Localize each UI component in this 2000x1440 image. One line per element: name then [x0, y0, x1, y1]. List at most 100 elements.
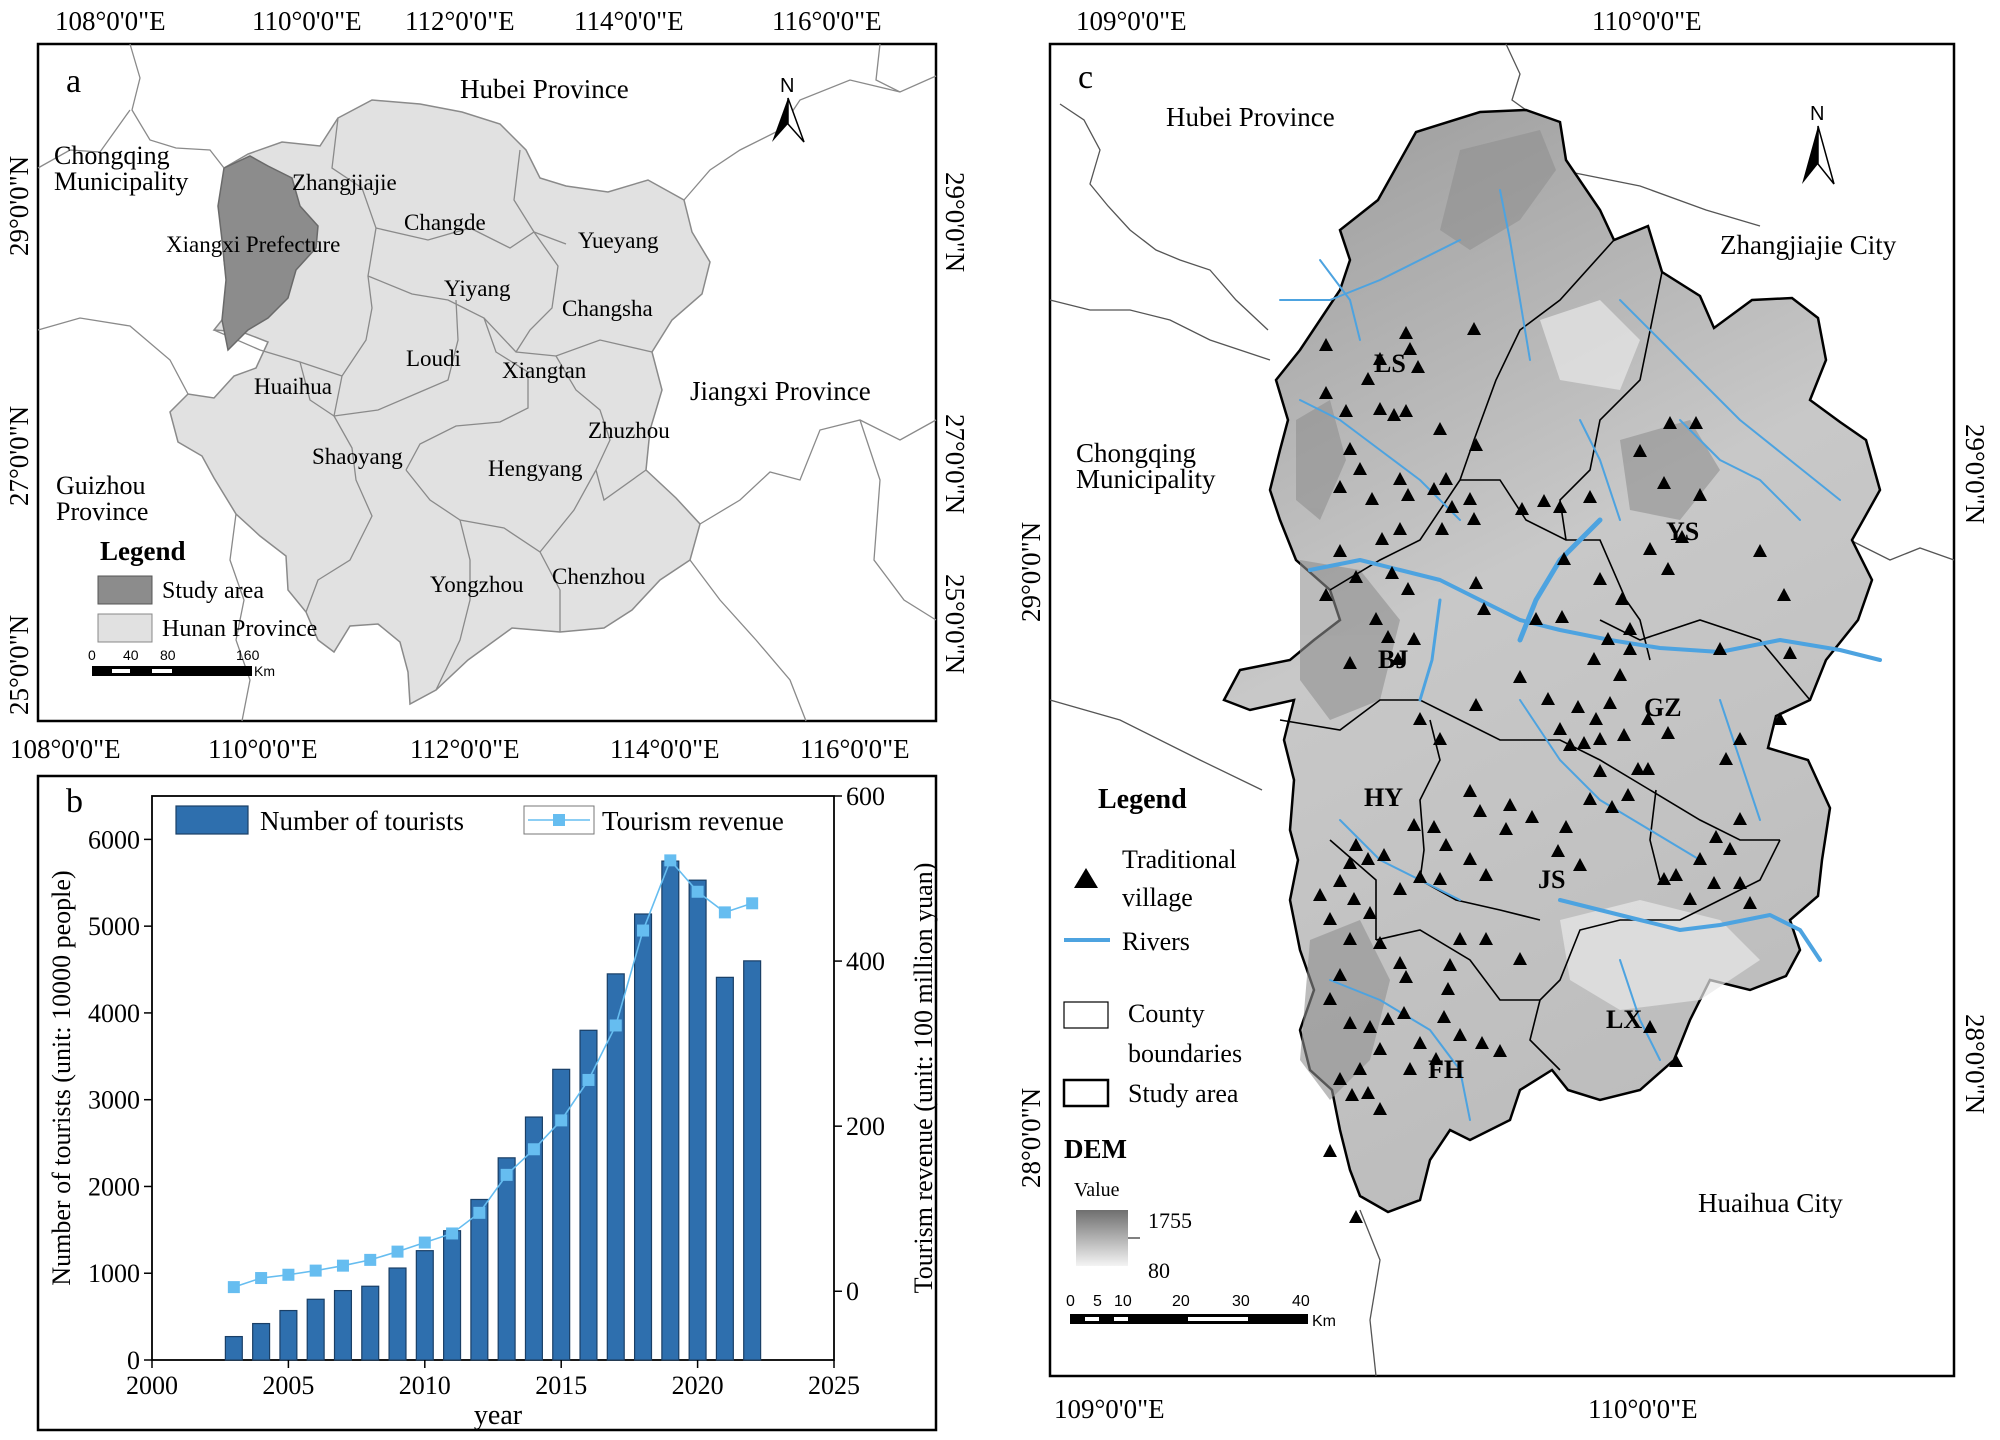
a-city-label: Loudi [406, 346, 461, 371]
svg-text:1755: 1755 [1148, 1208, 1192, 1233]
village-marker [1353, 1062, 1367, 1075]
svg-text:0: 0 [1066, 1293, 1075, 1310]
village-marker [1657, 872, 1671, 885]
a-city-label: Xiangxi Prefecture [166, 232, 340, 257]
village-marker [1593, 764, 1607, 777]
revenue-point [364, 1253, 377, 1266]
village-marker [1477, 602, 1491, 615]
a-label-chongqing: Municipality [54, 167, 188, 196]
village-marker [1361, 1086, 1375, 1099]
village-marker [1503, 798, 1517, 811]
svg-text:160: 160 [236, 647, 260, 663]
revenue-point [582, 1073, 595, 1086]
village-marker [1333, 1072, 1347, 1085]
village-marker [1319, 386, 1333, 399]
village-marker [1399, 404, 1413, 417]
svg-text:Rivers: Rivers [1122, 927, 1190, 956]
svg-text:Legend: Legend [100, 536, 186, 566]
revenue-point [555, 1114, 568, 1127]
svg-text:40: 40 [1292, 1293, 1310, 1310]
svg-text:Value: Value [1074, 1179, 1120, 1201]
village-marker [1333, 480, 1347, 493]
a-lat-tick-left: 27°0'0"N [4, 406, 34, 506]
village-marker [1463, 852, 1477, 865]
bar-tourists [688, 879, 707, 1361]
bar-tourists [715, 976, 734, 1361]
village-marker [1413, 1036, 1427, 1049]
village-marker [1559, 820, 1573, 833]
c-legend: Legend Traditional village Rivers County… [1062, 784, 1242, 1283]
a-neighbor-boundaries [37, 43, 937, 722]
village-marker [1413, 712, 1427, 725]
village-marker [1441, 982, 1455, 995]
svg-text:Km: Km [254, 663, 275, 679]
village-marker [1563, 738, 1577, 751]
village-marker [1613, 668, 1627, 681]
village-marker [1393, 472, 1407, 485]
village-marker [1541, 692, 1555, 705]
a-city-label: Zhuzhou [588, 418, 670, 443]
village-marker [1349, 1210, 1363, 1223]
village-marker [1393, 956, 1407, 969]
village-marker [1577, 736, 1591, 749]
svg-text:N: N [1810, 103, 1824, 125]
village-marker [1499, 822, 1513, 835]
c-county-lx: LX [1606, 1005, 1642, 1034]
x-tick-label: 2020 [672, 1371, 724, 1400]
village-marker [1333, 874, 1347, 887]
a-top-tick: 112°0'0"E [405, 6, 515, 36]
svg-text:5: 5 [1093, 1293, 1102, 1310]
bar-tourists [252, 1322, 271, 1361]
village-marker [1437, 1010, 1451, 1023]
svg-text:boundaries: boundaries [1128, 1039, 1242, 1068]
village-marker [1343, 442, 1357, 455]
village-marker [1719, 752, 1733, 765]
village-marker [1347, 892, 1361, 905]
a-lat-tick-right: 25°0'0"N [940, 574, 970, 674]
village-marker [1343, 932, 1357, 945]
a-top-tick: 108°0'0"E [55, 6, 166, 36]
a-city-label: Huaihua [254, 374, 332, 399]
svg-text:30: 30 [1232, 1293, 1250, 1310]
village-marker [1313, 888, 1327, 901]
village-marker [1427, 820, 1441, 833]
y-left-tick-label: 1000 [88, 1259, 140, 1288]
village-marker [1407, 632, 1421, 645]
x-tick-label: 2005 [262, 1371, 314, 1400]
village-marker [1661, 562, 1675, 575]
village-marker [1733, 876, 1747, 889]
a-top-tick: 114°0'0"E [574, 6, 684, 36]
revenue-point [527, 1143, 540, 1156]
village-marker [1473, 804, 1487, 817]
c-bottom-tick: 110°0'0"E [1588, 1394, 1698, 1424]
village-marker [1525, 810, 1539, 823]
c-county-fh: FH [1428, 1055, 1464, 1084]
village-marker [1621, 788, 1635, 801]
village-marker [1605, 800, 1619, 813]
village-marker [1377, 848, 1391, 861]
a-lat-tick-left: 29°0'0"N [4, 156, 34, 256]
village-marker [1587, 652, 1601, 665]
village-marker [1463, 492, 1477, 505]
village-marker [1393, 522, 1407, 535]
village-marker [1453, 1028, 1467, 1041]
svg-text:Legend: Legend [1098, 784, 1187, 815]
bar-tourists [224, 1335, 243, 1361]
village-marker [1675, 530, 1689, 543]
village-marker [1369, 612, 1383, 625]
village-marker [1689, 416, 1703, 429]
village-marker [1413, 870, 1427, 883]
revenue-point [446, 1227, 459, 1240]
c-traditional-villages [1313, 322, 1797, 1223]
svg-text:Study area: Study area [1128, 1079, 1239, 1108]
village-marker [1363, 906, 1377, 919]
a-legend: Legend Study area Hunan Province [97, 536, 317, 643]
village-marker [1373, 1042, 1387, 1055]
village-marker [1661, 726, 1675, 739]
village-marker [1493, 1044, 1507, 1057]
village-marker [1427, 482, 1441, 495]
panel-a: 108°0'0"E 110°0'0"E 112°0'0"E 114°0'0"E … [4, 6, 970, 764]
bar-tourists [661, 860, 680, 1361]
svg-text:Study area: Study area [162, 578, 264, 604]
village-marker [1467, 512, 1481, 525]
